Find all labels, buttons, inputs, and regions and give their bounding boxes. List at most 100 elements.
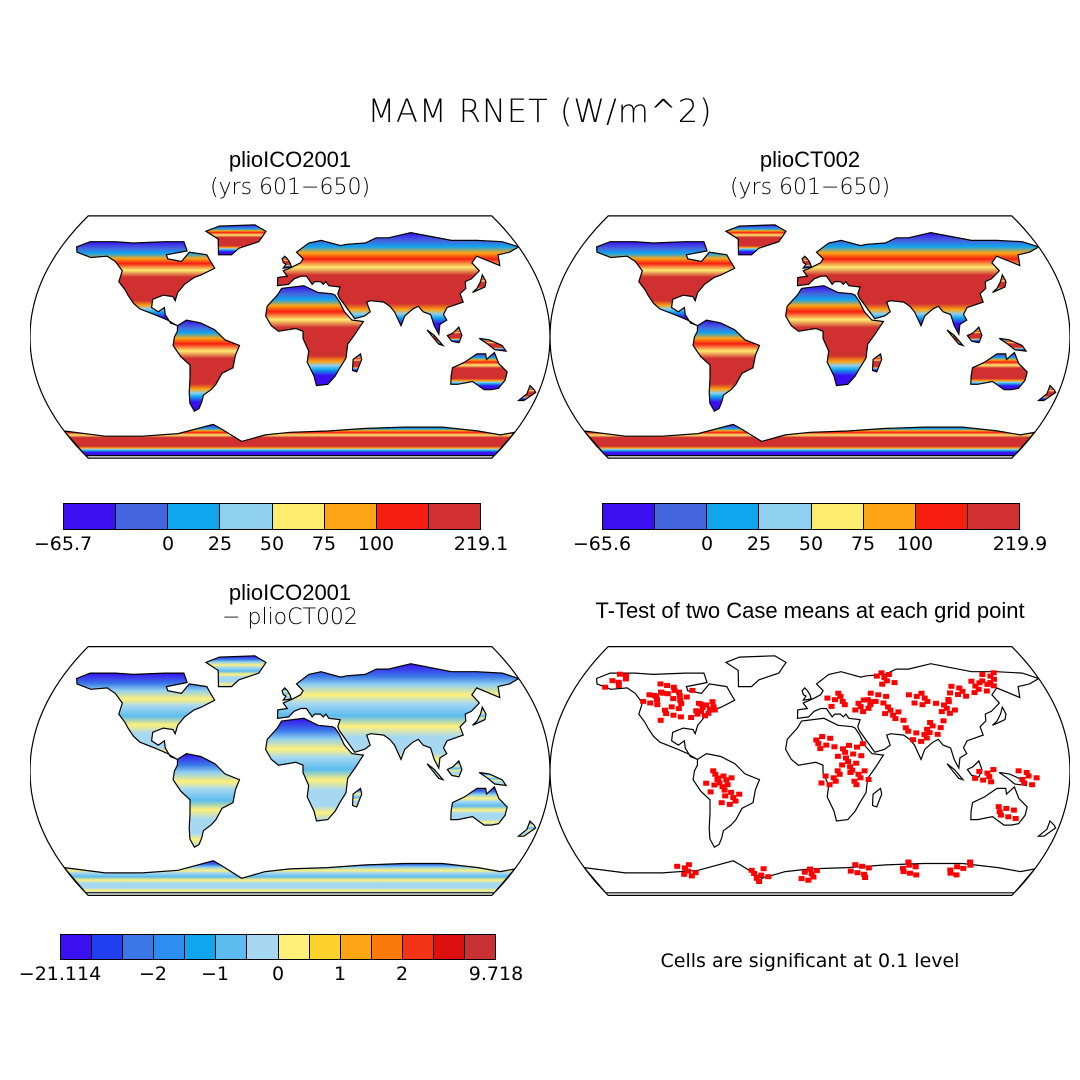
significant-cell	[640, 698, 647, 704]
significant-cell	[842, 749, 849, 755]
significant-cell	[859, 741, 866, 747]
land-borneo	[446, 759, 463, 778]
map-outline	[30, 646, 550, 896]
land-uk	[801, 687, 813, 702]
significant-cell	[862, 875, 869, 880]
significant-cell	[924, 698, 931, 704]
cb1-tick: 219.1	[453, 533, 509, 555]
land-borneo	[966, 326, 983, 344]
significant-cell	[688, 715, 695, 720]
significant-cell	[867, 702, 874, 708]
significant-cell	[758, 872, 765, 878]
significant-cell	[852, 707, 859, 713]
land-sumatra	[946, 329, 965, 347]
significant-cell	[720, 773, 727, 779]
significant-cell	[1019, 777, 1026, 782]
significant-cell	[875, 692, 882, 698]
significant-cell	[927, 720, 934, 725]
significant-cell	[845, 759, 852, 764]
significant-cell	[677, 697, 684, 703]
significant-cell	[857, 704, 864, 710]
significant-cell	[879, 681, 886, 687]
panel-1-subtitle: (yrs 601−650)	[209, 175, 371, 200]
significant-cell	[705, 710, 712, 716]
land-antarctica	[62, 860, 517, 894]
significant-cell	[817, 746, 824, 752]
significance-note: Cells are significant at 0.1 level	[660, 950, 960, 972]
significant-cell	[943, 705, 950, 711]
significant-cell	[911, 700, 918, 706]
map-outline	[550, 215, 1070, 459]
cb3-tick: 1	[333, 963, 347, 985]
significant-cell	[676, 689, 682, 695]
significant-cell	[881, 675, 888, 681]
significant-cell	[956, 685, 963, 691]
significant-cell	[861, 871, 868, 877]
significant-cell	[681, 871, 688, 877]
colorbar-swatch	[216, 935, 248, 959]
panel-3-subtitle: − plioCT002	[222, 605, 358, 630]
colorbar-swatch	[116, 504, 169, 529]
significant-cell	[947, 870, 954, 876]
significant-cell	[1003, 805, 1010, 811]
significant-cell	[721, 787, 728, 793]
significant-cell	[726, 801, 733, 807]
colorbar-swatch	[603, 504, 656, 529]
cb2-tick: 219.9	[992, 533, 1048, 555]
significant-cell	[664, 691, 671, 697]
cb2-tick: −65.6	[572, 533, 632, 555]
colorbar-swatch	[154, 935, 186, 959]
significant-cell	[1023, 770, 1030, 775]
significant-cell	[976, 768, 983, 774]
significant-cell	[987, 680, 994, 686]
significant-cell	[907, 870, 913, 876]
land-australia	[450, 785, 508, 826]
significant-cell	[707, 789, 714, 795]
significant-cell	[855, 700, 862, 706]
colorbar-swatch	[915, 504, 968, 529]
colorbar-swatch	[185, 935, 217, 959]
significant-cell	[653, 693, 660, 699]
significant-cell	[891, 680, 898, 686]
significant-cell	[662, 707, 668, 713]
significant-cell	[712, 771, 719, 777]
land-newguinea	[478, 337, 508, 352]
significant-cell	[913, 872, 920, 878]
land-southamerica	[692, 319, 761, 413]
significant-cell	[865, 705, 872, 711]
land-uk	[281, 255, 293, 269]
significant-cell	[979, 678, 986, 684]
panel-4-title: T-Test of two Case means at each grid po…	[595, 598, 1025, 623]
significant-cell	[967, 862, 974, 868]
land-northamerica	[595, 672, 736, 760]
land-antarctica	[582, 423, 1037, 457]
cb2-tick: 75	[850, 533, 876, 555]
significant-cell	[688, 873, 695, 879]
significant-cell	[945, 697, 952, 702]
land-northamerica	[595, 241, 736, 327]
colorbar-swatch	[811, 504, 864, 529]
cb1-tick: 25	[207, 533, 233, 555]
significant-cell	[837, 693, 844, 699]
significant-cell	[699, 705, 706, 710]
significant-cell	[850, 751, 857, 757]
significant-cell	[728, 775, 735, 781]
significant-cell	[910, 737, 916, 743]
land-antarctica	[62, 423, 517, 457]
significant-cell	[724, 782, 731, 788]
colorbar-swatch	[92, 935, 124, 959]
cb1-tick: −65.7	[33, 533, 93, 555]
significant-cell	[1005, 814, 1012, 820]
significant-cell	[929, 723, 936, 729]
land-northamerica	[75, 241, 216, 327]
significant-cell	[751, 871, 758, 876]
significant-cell	[885, 704, 891, 710]
significant-cell	[677, 714, 684, 720]
significant-cell	[609, 678, 616, 684]
significant-cell	[657, 717, 664, 723]
significant-cell	[657, 681, 664, 687]
colorbar-swatch	[168, 504, 221, 529]
significant-cell	[865, 777, 872, 782]
significant-cell	[960, 865, 967, 871]
significant-cell	[798, 876, 805, 882]
